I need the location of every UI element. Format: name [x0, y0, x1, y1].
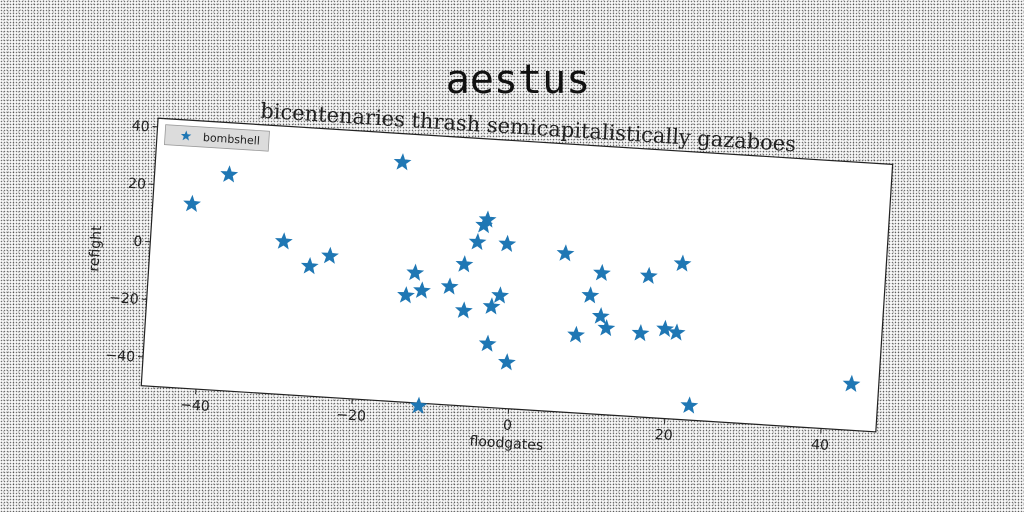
- data-point: [673, 254, 692, 272]
- data-point: [556, 244, 575, 262]
- data-point: [409, 396, 428, 414]
- y-tick-label: 0: [133, 234, 143, 251]
- legend-marker-icon: [180, 130, 192, 141]
- legend-label-bombshell: bombshell: [203, 131, 261, 148]
- legend-box: [164, 124, 270, 152]
- axis-ticks: −40 −20 0 20 40 40 20 0 −20 −40: [105, 118, 830, 454]
- y-tick-label: −20: [109, 290, 139, 308]
- data-point: [491, 286, 510, 304]
- x-tick-label: 20: [654, 427, 673, 444]
- data-point: [468, 232, 487, 251]
- legend-star-icon: [180, 130, 192, 141]
- data-point: [631, 323, 650, 342]
- data-point: [321, 246, 339, 264]
- data-point: [183, 194, 201, 212]
- data-point: [406, 263, 425, 281]
- data-point: [581, 286, 600, 304]
- data-point: [639, 266, 658, 284]
- x-axis-label: floodgates: [469, 433, 544, 454]
- chart-title: aestus: [446, 57, 591, 103]
- data-point: [498, 234, 517, 252]
- data-point: [397, 286, 415, 304]
- data-point: [478, 334, 497, 352]
- data-point: [680, 396, 699, 414]
- data-point: [300, 256, 319, 275]
- data-point: [667, 323, 686, 341]
- x-tick-label: 0: [503, 417, 513, 434]
- data-point: [842, 374, 861, 393]
- data-point: [220, 165, 239, 183]
- data-point: [455, 255, 474, 273]
- data-point: [498, 353, 516, 371]
- data-point: [478, 210, 497, 228]
- data-point: [393, 153, 412, 171]
- data-point: [656, 319, 675, 337]
- y-tick-label: 20: [128, 176, 147, 193]
- y-tick-label: −40: [105, 348, 135, 366]
- y-tick-label: 40: [131, 118, 150, 135]
- plot-area: [140, 117, 894, 433]
- data-point: [593, 263, 611, 282]
- chart-group: bicentenaries thrash semicapitalisticall…: [86, 99, 894, 454]
- x-tick-label: 40: [811, 437, 830, 454]
- data-point: [567, 325, 585, 343]
- data-point: [440, 277, 459, 295]
- data-point: [413, 281, 431, 299]
- data-point: [597, 318, 616, 337]
- data-point: [274, 232, 293, 250]
- x-tick-label: −20: [336, 407, 366, 425]
- data-point: [591, 307, 610, 325]
- data-point: [482, 297, 501, 315]
- scatter-points: [183, 153, 861, 414]
- y-axis-label: refight: [86, 225, 105, 273]
- data-point: [455, 301, 473, 319]
- legend: bombshell: [164, 124, 270, 152]
- x-tick-label: −40: [180, 397, 210, 415]
